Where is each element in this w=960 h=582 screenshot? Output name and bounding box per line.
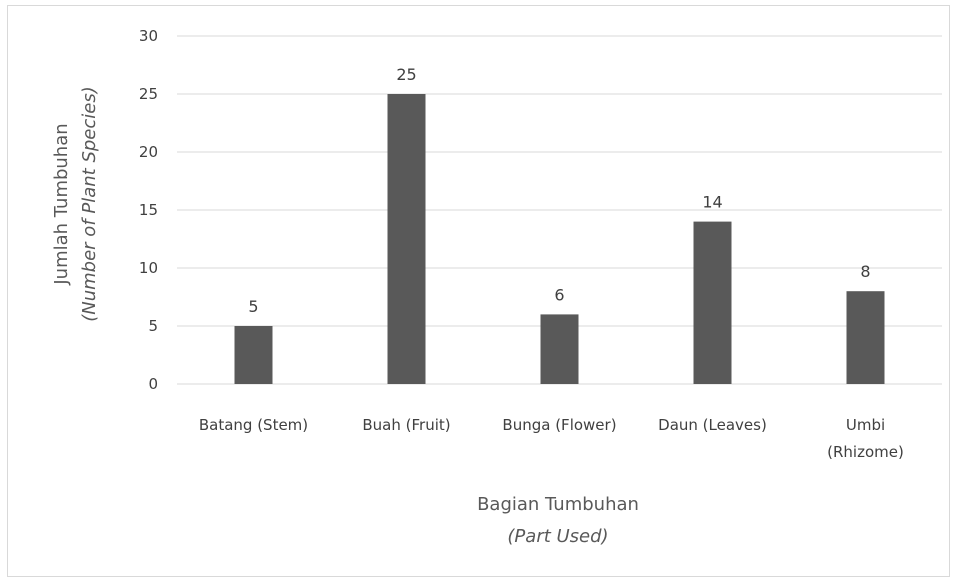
category-label-line: Buah (Fruit) — [362, 416, 450, 434]
data-label: 25 — [396, 65, 416, 84]
y-tick-label: 30 — [139, 27, 158, 45]
y-axis-subtitle: (Number of Plant Species) — [79, 86, 100, 322]
data-label: 14 — [702, 193, 722, 212]
category-labels: Batang (Stem) Buah (Fruit) Bunga (Flower) D… — [199, 416, 904, 461]
category-label: Buah (Fruit) — [362, 416, 450, 434]
category-label: Daun (Leaves) — [658, 416, 767, 434]
bar — [540, 314, 579, 384]
data-label: 5 — [248, 297, 258, 316]
x-axis-subtitle: (Part Used) — [507, 526, 608, 547]
y-tick-label: 20 — [139, 143, 158, 161]
x-axis-title: Bagian Tumbuhan — [477, 494, 639, 515]
y-axis-title: Jumlah Tumbuhan — [51, 123, 72, 285]
x-axis-title-main: Bagian Tumbuhan — [477, 494, 639, 515]
bars — [234, 94, 885, 384]
y-tick-label: 0 — [148, 375, 158, 393]
category-label-line: Umbi — [846, 416, 885, 434]
y-axis-title-group: Jumlah Tumbuhan (Number of Plant Species… — [51, 86, 100, 322]
category-label: Batang (Stem) — [199, 416, 308, 434]
category-label-line: Daun (Leaves) — [658, 416, 767, 434]
y-tick-label: 25 — [139, 85, 158, 103]
category-label: Bunga (Flower) — [502, 416, 616, 434]
chart-frame — [7, 5, 950, 577]
bar — [387, 94, 426, 384]
data-label: 6 — [554, 285, 564, 304]
bar — [846, 291, 885, 384]
y-tick-labels: 0 5 10 15 20 25 30 — [139, 27, 158, 393]
gridlines — [177, 35, 942, 385]
data-label: 8 — [860, 262, 870, 281]
bar — [234, 326, 273, 384]
category-label: Umbi (Rhizome) — [827, 416, 904, 461]
data-labels: 5 25 6 14 8 — [248, 65, 870, 316]
category-label-line: Bunga (Flower) — [502, 416, 616, 434]
category-label-line: (Rhizome) — [827, 443, 904, 461]
y-tick-label: 10 — [139, 259, 158, 277]
y-tick-label: 15 — [139, 201, 158, 219]
bar — [693, 221, 732, 384]
y-tick-label: 5 — [148, 317, 158, 335]
category-label-line: Batang (Stem) — [199, 416, 308, 434]
